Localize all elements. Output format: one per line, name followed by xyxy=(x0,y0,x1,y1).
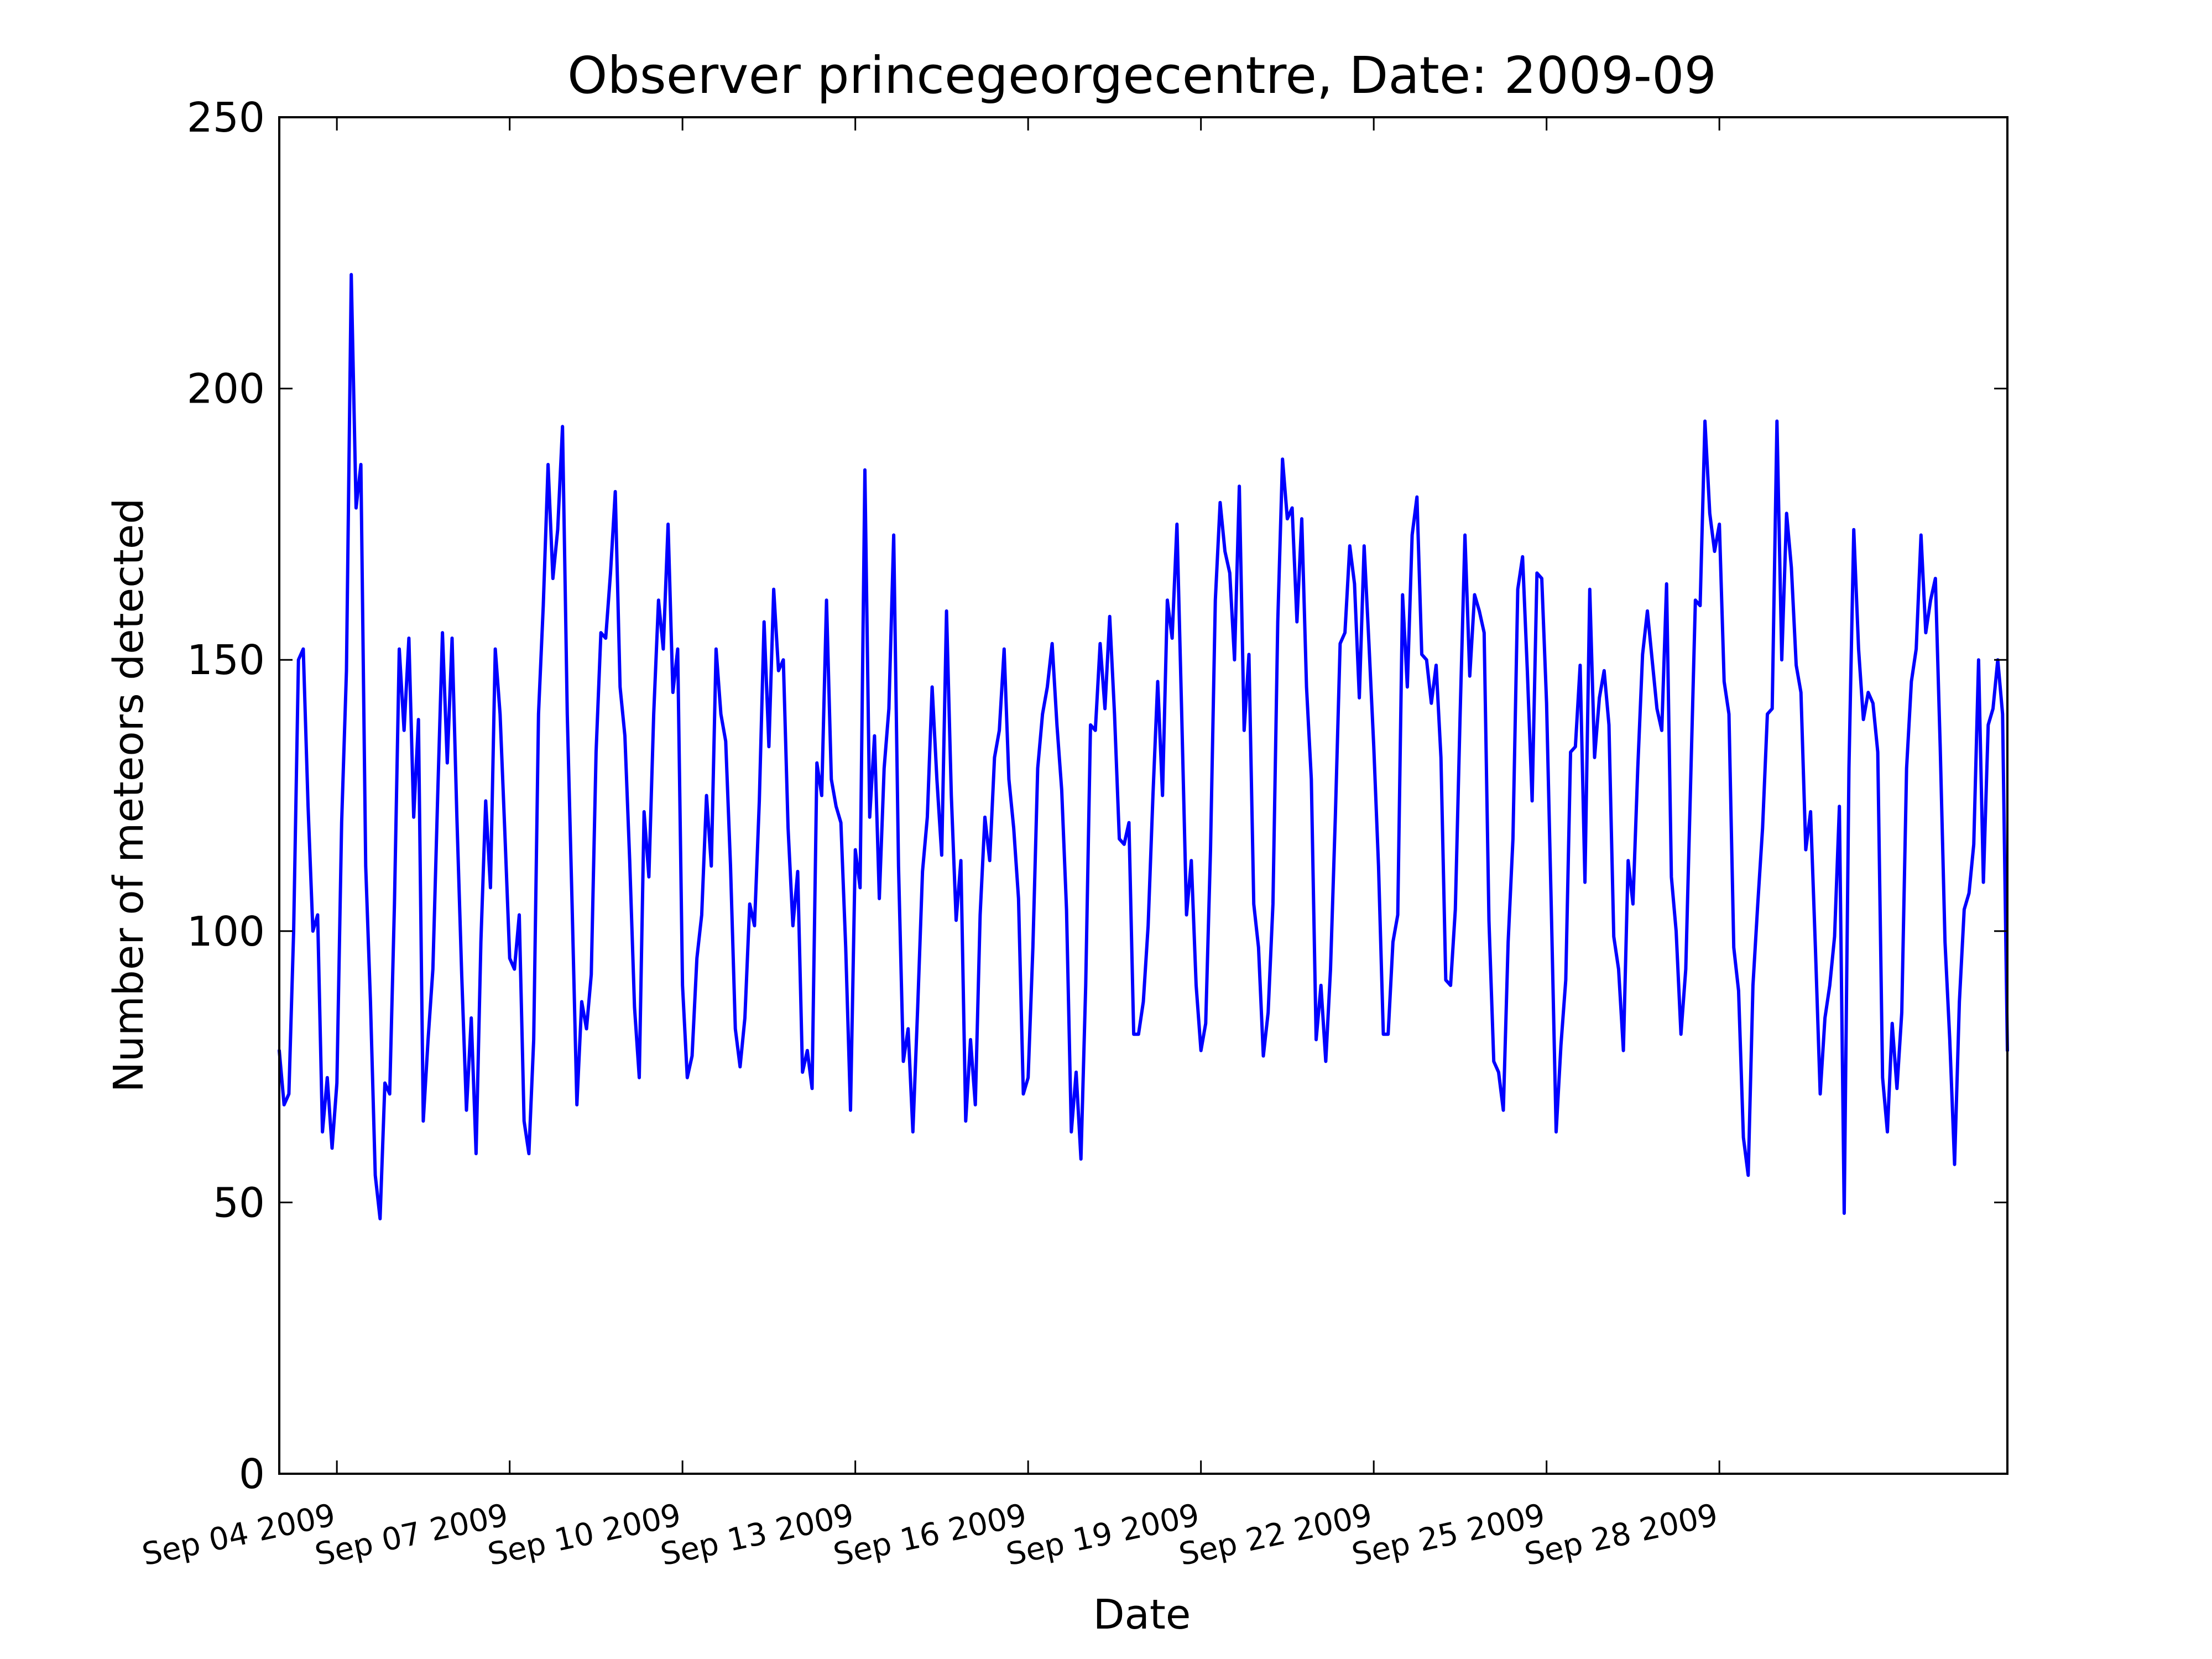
plot-frame xyxy=(278,116,2008,1475)
plot-area xyxy=(278,273,2009,1220)
y-tick-label: 200 xyxy=(187,366,265,413)
x-axis-label: Date xyxy=(1093,1591,1191,1639)
series-line-0 xyxy=(278,273,2009,1220)
y-tick-label: 100 xyxy=(187,908,265,956)
y-tick-label: 250 xyxy=(187,94,265,142)
y-tick-label: 50 xyxy=(213,1179,265,1227)
y-tick-label: 150 xyxy=(187,637,265,684)
y-axis: 0 50 100 150 200 250 xyxy=(187,94,2007,1498)
chart-title: Observer princegeorgecentre, Date: 2009-… xyxy=(567,46,1717,105)
y-tick-label: 0 xyxy=(239,1451,265,1498)
y-axis-label: Number of meteors detected xyxy=(105,498,153,1093)
